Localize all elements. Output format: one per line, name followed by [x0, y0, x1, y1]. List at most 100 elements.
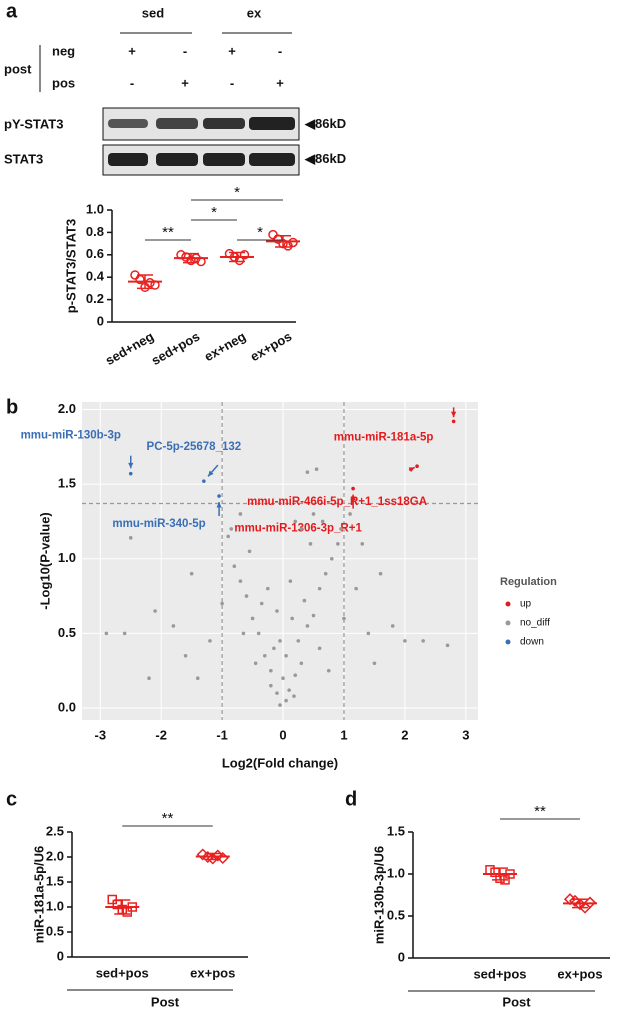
x-tick-label: -2 [155, 727, 167, 742]
point [378, 571, 383, 576]
point [415, 464, 419, 468]
point [311, 512, 316, 516]
row-label: neg [52, 43, 75, 58]
point [317, 586, 322, 591]
x-axis-title: Log2(Fold change) [222, 755, 338, 770]
y-axis-title: miR-181a-5p/U6 [31, 846, 46, 944]
point [490, 867, 500, 878]
x-axis-title: Post [151, 994, 180, 1009]
point [583, 896, 597, 909]
sign: + [228, 43, 236, 58]
point [104, 631, 109, 636]
significance-label: * [234, 184, 240, 201]
point-label: PC-5p-25678_132 [147, 441, 242, 453]
y-tick-label: 2.0 [46, 848, 64, 863]
point [183, 654, 188, 658]
point [366, 631, 371, 636]
arrow-head [208, 470, 214, 477]
point [247, 549, 252, 554]
sign: - [130, 75, 134, 90]
y-tick-label: 0.2 [86, 291, 104, 306]
point [281, 676, 285, 680]
significance-label: ** [162, 224, 174, 241]
point [421, 639, 425, 643]
point [147, 676, 151, 680]
point [278, 639, 282, 643]
sign: + [276, 75, 284, 90]
error-bar [572, 898, 588, 909]
point [189, 571, 194, 576]
arrow-head [216, 502, 222, 508]
band-label: STAT3 [4, 151, 43, 166]
x-tick-label: sed+pos [96, 965, 149, 980]
legend-marker [505, 620, 511, 626]
point [122, 907, 132, 917]
error-bar [183, 252, 199, 264]
panel-letter: c [6, 788, 17, 810]
y-tick-label: 0.6 [86, 246, 104, 261]
y-tick-label: 2.0 [58, 401, 76, 416]
point [339, 527, 343, 531]
point [275, 691, 279, 695]
point [287, 688, 291, 692]
point [403, 639, 407, 643]
y-tick-label: 0 [97, 313, 104, 328]
point [253, 661, 258, 666]
point [284, 654, 288, 658]
x-tick-label: sed+pos [473, 966, 526, 981]
error-bar [492, 867, 508, 881]
size-label: ◀86kD [304, 151, 346, 166]
point [145, 278, 155, 288]
error-bar [114, 899, 131, 915]
legend-label: down [520, 637, 544, 648]
point [239, 250, 250, 260]
y-tick-label: 0.0 [58, 699, 76, 714]
point [275, 609, 279, 613]
point [202, 479, 206, 483]
point [269, 683, 273, 688]
point [241, 631, 246, 636]
point-label: mmu-miR-181a-5p [334, 431, 434, 443]
point [259, 601, 264, 606]
x-tick-label: -1 [216, 727, 228, 742]
x-tick-label: -3 [94, 727, 106, 742]
error-bar [137, 274, 153, 290]
point [317, 646, 322, 651]
panel-letter: a [6, 0, 18, 22]
arrow-head [451, 411, 457, 418]
point [220, 601, 224, 606]
legend-label: up [520, 599, 532, 610]
point [122, 631, 127, 636]
point [238, 512, 243, 516]
point [354, 586, 358, 591]
x-tick-label: ex+pos [248, 329, 295, 365]
point [348, 512, 352, 516]
y-axis-title: -Log10(P-value) [37, 512, 52, 610]
y-tick-label: 0.4 [86, 269, 105, 284]
point [195, 676, 200, 680]
point-label: mmu-miR-340-5p [112, 518, 205, 530]
point [171, 624, 176, 628]
point [485, 865, 495, 875]
bands [108, 117, 295, 166]
point [268, 229, 278, 240]
y-tick-label: 1.5 [46, 873, 64, 888]
y-tick-label: 0.8 [86, 224, 104, 239]
sign: + [181, 75, 189, 90]
x-tick-label: sed+neg [103, 329, 157, 369]
y-axis-title: miR-130b-3p/U6 [371, 846, 386, 944]
point [262, 654, 267, 658]
legend-marker [505, 601, 511, 607]
point [299, 661, 304, 666]
point [278, 703, 282, 707]
panel-letter: d [345, 788, 357, 810]
point [290, 616, 294, 621]
significance-label: * [211, 204, 217, 221]
x-tick-label: ex+pos [557, 966, 602, 981]
point [288, 237, 298, 248]
point [342, 616, 346, 621]
point [329, 556, 334, 561]
point [390, 624, 395, 628]
panel-letter: b [6, 396, 18, 418]
